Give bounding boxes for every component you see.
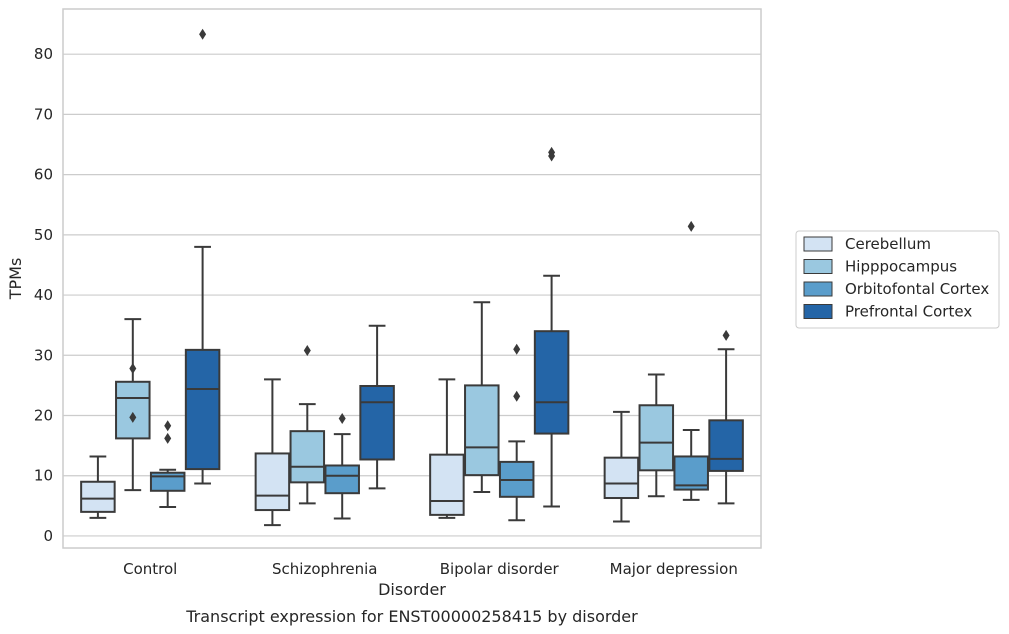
box-iqr <box>708 419 744 472</box>
box-plot <box>149 420 186 509</box>
box-iqr <box>638 404 675 472</box>
legend-swatch <box>803 304 833 319</box>
chart-caption: Transcript expression for ENST0000025841… <box>185 607 638 626</box>
box-groups <box>80 28 744 527</box>
y-tick-label: 20 <box>34 407 53 425</box>
box-plot <box>80 455 116 519</box>
outlier-marker <box>548 146 556 158</box>
x-tick-label: Control <box>123 560 177 578</box>
box-iqr <box>324 464 360 495</box>
outlier-marker <box>687 220 695 232</box>
outlier-marker <box>513 390 521 402</box>
legend-frame <box>795 230 1000 329</box>
box-plot <box>708 329 744 505</box>
y-tick-label: 70 <box>34 105 53 123</box>
box-plot <box>498 343 535 522</box>
box-iqr <box>359 384 395 461</box>
legend-label: Cerebellum <box>845 235 931 253</box>
box-plot <box>533 146 570 508</box>
legend-label: Hipppocampus <box>845 258 957 276</box>
box-iqr <box>464 384 500 477</box>
outlier-marker <box>129 411 137 423</box>
y-tick-label: 10 <box>34 467 53 485</box>
box-plot <box>464 301 500 493</box>
box-iqr <box>115 380 151 440</box>
box-plot <box>429 378 465 519</box>
y-axis-ticks: 0 10 20 30 40 50 60 70 80 <box>34 45 53 545</box>
box-plot <box>673 220 709 501</box>
legend-label: Prefrontal Cortex <box>845 303 972 321</box>
x-tick-label: Bipolar disorder <box>440 560 560 578</box>
y-tick-label: 60 <box>34 166 53 184</box>
legend-label: Orbitofontal Cortex <box>845 280 989 298</box>
outlier-marker <box>129 363 137 375</box>
box-plot <box>289 344 326 505</box>
plot-area-frame <box>62 8 762 549</box>
y-tick-label: 30 <box>34 346 53 364</box>
x-tick-label: Schizophrenia <box>272 560 377 578</box>
box-plot <box>638 373 675 498</box>
box-iqr <box>673 455 709 491</box>
outlier-marker <box>164 432 172 444</box>
outlier-marker <box>164 420 172 432</box>
box-plot <box>324 413 360 520</box>
legend: Cerebellum Hipppocampus Orbitofontal Corte… <box>795 230 1000 329</box>
box-iqr <box>429 453 465 516</box>
y-axis-title: TPMs <box>6 258 25 301</box>
legend-swatch <box>803 281 833 297</box>
outlier-marker <box>199 28 207 40</box>
box-iqr <box>80 480 116 513</box>
box-plot <box>115 318 151 492</box>
box-plot <box>254 378 291 527</box>
box-iqr <box>184 348 221 471</box>
legend-swatch <box>803 236 833 252</box>
x-axis-ticks: Control Schizophrenia Bipolar disorder Majo… <box>123 560 738 578</box>
y-tick-label: 80 <box>34 45 53 63</box>
y-tick-label: 0 <box>43 527 53 545</box>
box-iqr <box>603 456 640 500</box>
outlier-marker <box>722 329 730 341</box>
legend-swatch <box>803 259 833 274</box>
outlier-marker <box>303 344 311 356</box>
x-axis-title: Disorder <box>378 580 446 599</box>
box-plot <box>603 410 640 523</box>
box-iqr <box>289 430 326 484</box>
box-plot <box>184 28 221 485</box>
outlier-marker <box>338 413 346 425</box>
box-iqr <box>533 330 570 435</box>
outlier-marker <box>513 343 521 355</box>
box-iqr <box>254 452 291 512</box>
y-tick-label: 50 <box>34 226 53 244</box>
y-tick-label: 40 <box>34 286 53 304</box>
box-plot <box>359 324 395 490</box>
x-tick-label: Major depression <box>610 560 738 578</box>
